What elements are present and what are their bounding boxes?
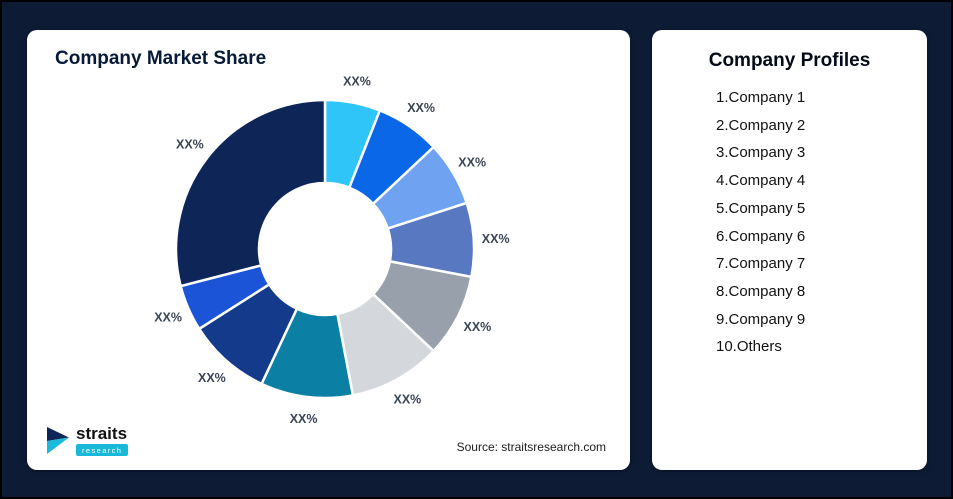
company-list-item: 2.Company 2 (716, 116, 806, 134)
straits-logo-icon (47, 427, 69, 454)
logo-text: straits research (76, 424, 129, 456)
straits-logo: straits research (47, 424, 129, 456)
segment-label: XX% (458, 156, 486, 170)
logo-sub-text: research (76, 444, 129, 456)
segment-label: XX% (464, 320, 492, 334)
market-share-card: Company Market Share XX% XX% XX% XX% XX% XX% X… (27, 30, 630, 470)
segment-label: XX% (154, 310, 182, 324)
company-profiles-card: Company Profiles 1.Company 1 2.Company 2… (652, 30, 927, 470)
source-note: Source: straitsresearch.com (456, 440, 606, 454)
segment-label: XX% (407, 101, 435, 115)
company-list-item: 10.Others (716, 338, 782, 356)
logo-brand-text: straits (76, 424, 128, 443)
segment-label: XX% (176, 138, 204, 152)
segment-label: XX% (343, 75, 371, 89)
company-list-item: 5.Company 5 (716, 199, 806, 217)
company-list-item: 1.Company 1 (716, 89, 806, 106)
company-list-item: 9.Company 9 (716, 310, 806, 328)
company-list-item: 7.Company 7 (716, 255, 806, 273)
company-list-item: 4.Company 4 (716, 172, 806, 190)
donut-segment-others (174, 98, 327, 288)
company-list-item: 3.Company 3 (716, 144, 806, 162)
donut-chart: XX% XX% XX% XX% XX% XX% XX% XX% XX% XX% (154, 75, 510, 426)
segment-label: XX% (198, 371, 226, 385)
profiles-title: Company Profiles (708, 50, 871, 71)
company-list-item: 8.Company 8 (716, 282, 806, 300)
chart-title: Company Market Share (55, 48, 267, 69)
segment-label: XX% (394, 392, 422, 406)
company-list-item: 6.Company 6 (716, 227, 806, 245)
segment-label: XX% (290, 412, 318, 426)
company-list: 1.Company 1 2.Company 2 3.Company 3 4.Co… (716, 84, 917, 361)
segment-label: XX% (482, 232, 510, 246)
